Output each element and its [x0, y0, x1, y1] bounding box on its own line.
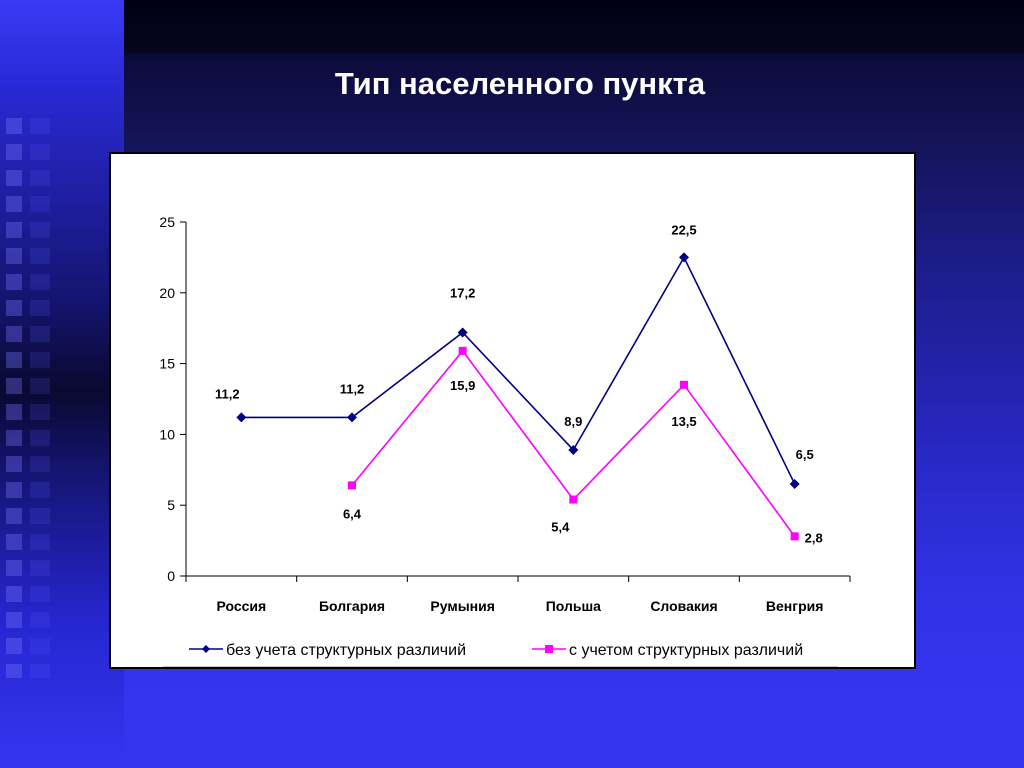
y-tick-label: 25	[159, 214, 175, 230]
x-category-label: Польша	[546, 598, 601, 614]
data-label: 6,4	[343, 506, 362, 521]
data-point-diamond	[347, 412, 357, 423]
series-line-with-structure	[351, 349, 796, 537]
x-category-label: Румыния	[430, 598, 494, 614]
data-label: 2,8	[805, 530, 823, 545]
data-label: 22,5	[671, 222, 696, 237]
data-point-diamond	[236, 412, 247, 423]
data-label: 8,9	[564, 414, 582, 429]
data-label: 13,5	[671, 414, 696, 429]
y-tick-label: 0	[167, 568, 175, 584]
legend-marker-diamond	[202, 645, 210, 653]
data-point-diamond	[679, 252, 689, 263]
decorative-squares-faint	[30, 118, 50, 678]
data-point-square	[569, 495, 578, 504]
y-tick-label: 15	[159, 356, 175, 372]
x-category-label: Болгария	[319, 598, 385, 614]
data-point-square	[458, 346, 467, 355]
slide-background-left	[0, 0, 124, 768]
chart-frame: 0 5 10 15 20 25 Россия Болгария Румыния Польша Сло…	[109, 152, 916, 669]
line-chart: 0 5 10 15 20 25 Россия Болгария Румыния Польша Сло…	[159, 214, 851, 667]
data-label: 15,9	[450, 378, 475, 393]
series-line-without-structure	[241, 255, 796, 485]
y-tick-label: 10	[159, 426, 175, 442]
legend-label: без учета структурных различий	[226, 642, 466, 659]
data-point-diamond	[789, 478, 800, 489]
data-label: 17,2	[450, 285, 475, 300]
data-label: 6,5	[796, 447, 814, 462]
data-point-square	[680, 380, 688, 389]
data-point-diamond	[568, 444, 579, 455]
y-tick-label: 5	[167, 497, 175, 513]
y-tick-label: 20	[159, 285, 175, 301]
legend-label: с учетом структурных различий	[569, 642, 803, 659]
x-category-label: Венгрия	[766, 598, 824, 614]
slide-title: Тип населенного пункта	[334, 66, 706, 101]
data-label: 5,4	[551, 520, 570, 535]
data-point-square	[790, 532, 799, 541]
data-label: 11,2	[215, 386, 240, 401]
x-category-label: Словакия	[650, 598, 717, 614]
data-label: 11,2	[340, 381, 365, 396]
decorative-squares	[6, 118, 30, 678]
data-point-diamond	[457, 327, 468, 338]
x-category-label: Россия	[216, 598, 266, 614]
legend-marker-square	[545, 645, 553, 653]
data-point-square	[348, 481, 356, 490]
